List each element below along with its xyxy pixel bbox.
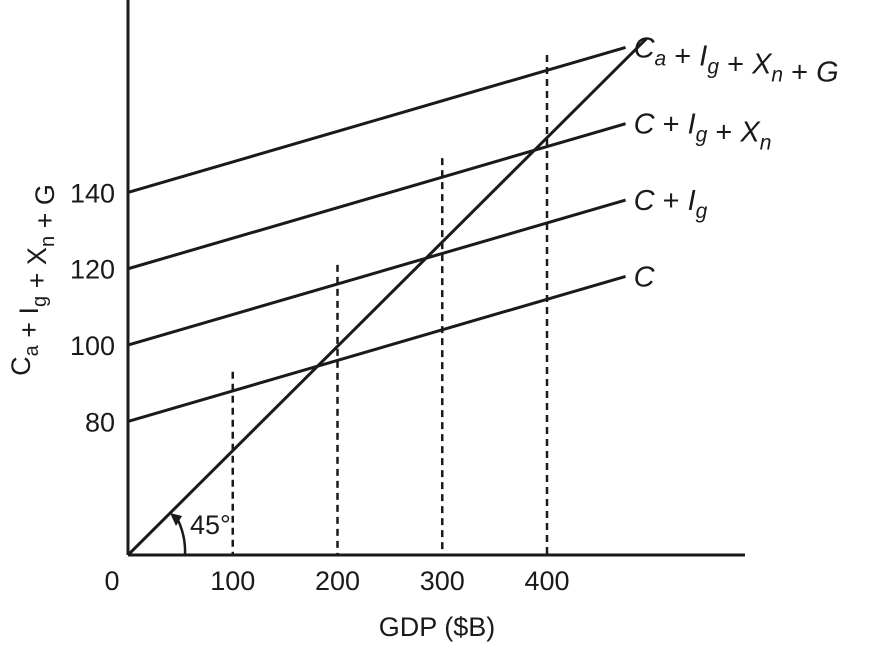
y-tick-140: 140 — [70, 178, 115, 208]
labels: 0 GDP ($B) Ca + Ig + Xn + G 45° C C + Ig C… — [6, 32, 839, 642]
series-line-4 — [127, 45, 626, 194]
y-tick-120: 120 — [70, 255, 115, 285]
series-lines — [126, 37, 648, 557]
x-axis-title: GDP ($B) — [379, 612, 496, 642]
x-tick-400: 400 — [524, 566, 569, 596]
series-label-4: Ca + Ig + Xn + G — [634, 32, 839, 88]
series-label-3: C + Ig + Xn — [634, 109, 772, 155]
x-tick-200: 200 — [315, 566, 360, 596]
series-line-1 — [127, 274, 626, 423]
y-axis-title: Ca + Ig + Xn + G — [6, 184, 60, 376]
series-line-3 — [127, 122, 626, 271]
forty-five-degree-line — [126, 37, 648, 557]
origin-label: 0 — [104, 566, 119, 596]
series-label-2: C + Ig — [634, 185, 708, 223]
guide-lines — [231, 55, 549, 555]
angle-label: 45° — [190, 510, 231, 540]
x-tick-300: 300 — [420, 566, 465, 596]
x-tick-100: 100 — [210, 566, 255, 596]
series-line-2 — [127, 198, 626, 347]
y-tick-80: 80 — [85, 407, 115, 437]
series-label-1: C — [634, 261, 656, 293]
y-tick-100: 100 — [70, 331, 115, 361]
angle-arrowhead — [170, 513, 182, 526]
axes — [126, 0, 745, 557]
